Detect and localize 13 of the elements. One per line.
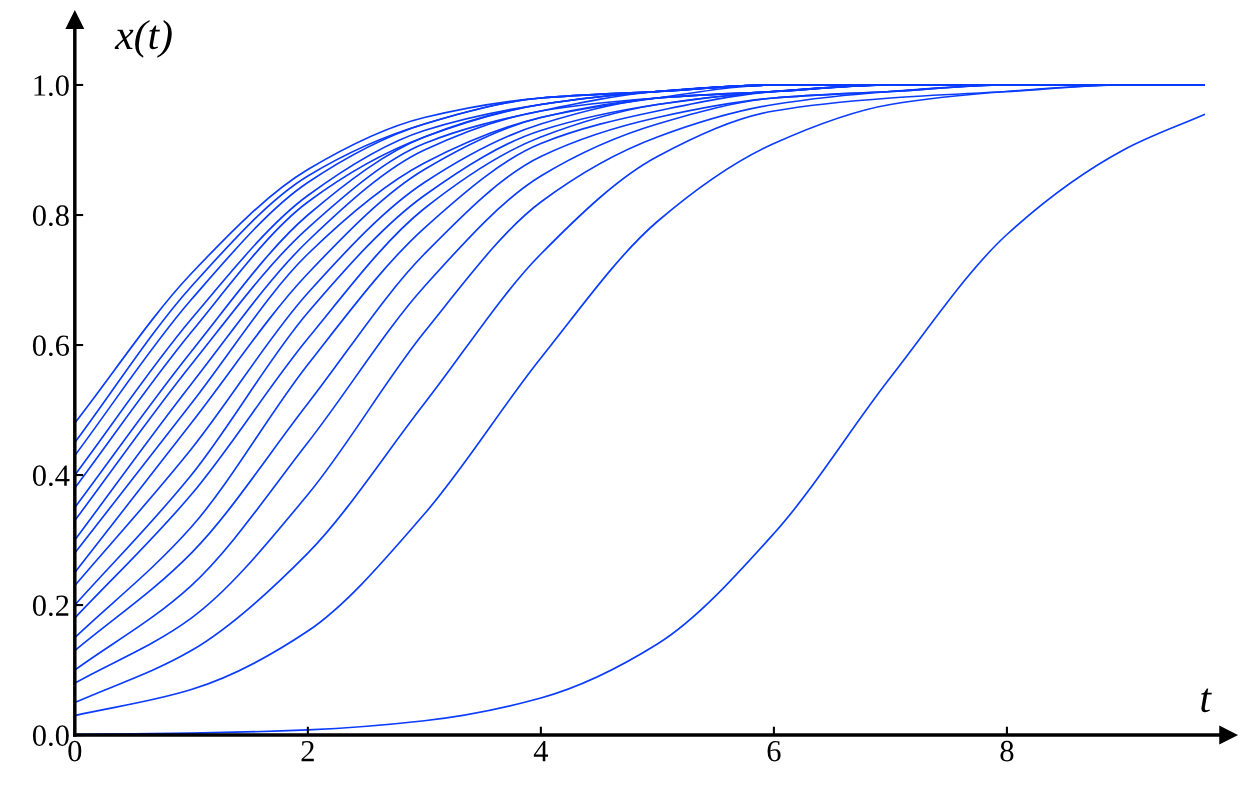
- y-tick-label: 0.0: [32, 725, 69, 747]
- y-axis-title: x(t): [114, 19, 172, 58]
- x-tick-label: 2: [301, 740, 314, 762]
- y-tick-label: 0.8: [32, 205, 69, 227]
- y-tick-label: 0.2: [32, 595, 69, 617]
- x-tick-label: 6: [767, 740, 781, 762]
- x-tick-label: 0: [68, 740, 82, 762]
- x-tick-label: 4: [533, 741, 549, 762]
- x-axis-title: t: [1201, 688, 1212, 713]
- x-tick-label: 8: [1000, 740, 1014, 762]
- y-tick-label: 0.4: [32, 465, 70, 487]
- y-tick-label: 1.0: [34, 75, 69, 97]
- y-tick-label: 0.6: [32, 335, 70, 357]
